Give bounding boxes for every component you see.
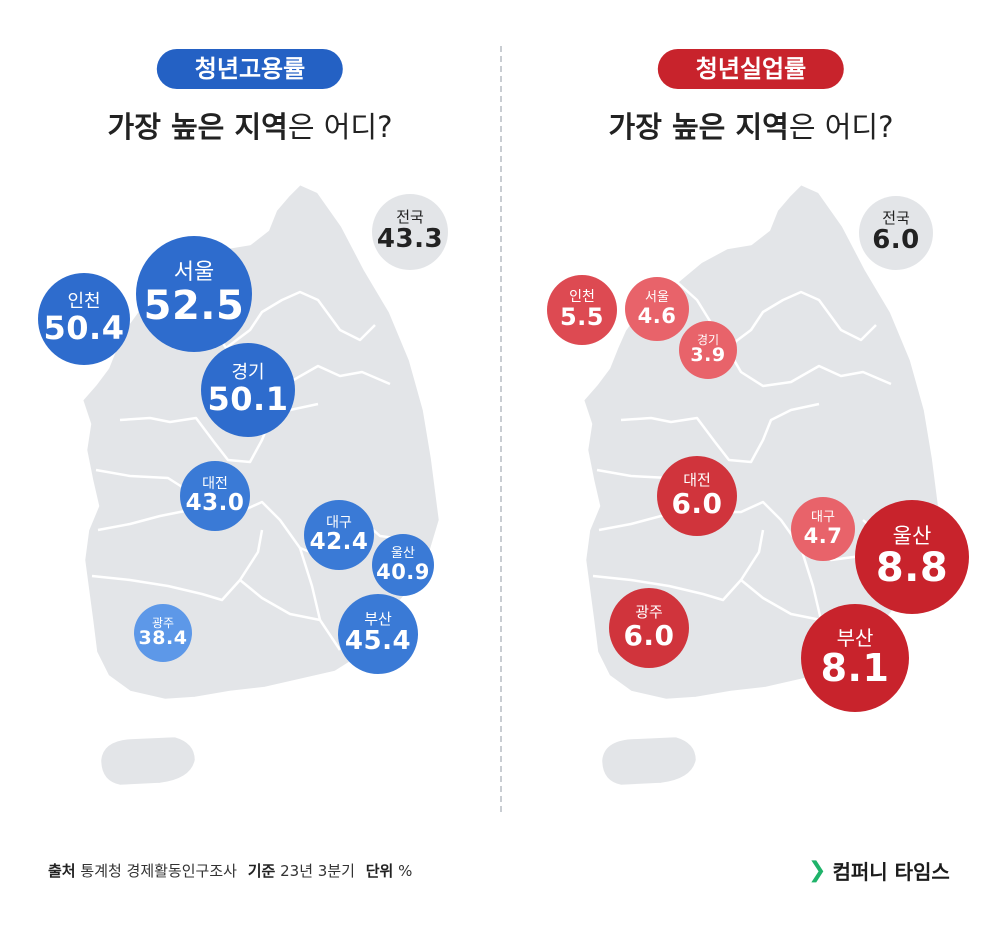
region-bubble-incheon: 인천 50.4 xyxy=(38,273,130,365)
region-name: 대구 xyxy=(326,514,352,531)
region-bubble-daejeon: 대전 6.0 xyxy=(657,456,737,536)
region-name: 부산 xyxy=(364,610,392,629)
employment-title-pill: 청년고용률 xyxy=(156,49,344,89)
national-bubble: 전국 6.0 xyxy=(859,196,933,270)
employment-subtitle: 가장 높은 지역은 어디? xyxy=(0,104,500,146)
unit-value: % xyxy=(398,862,413,880)
region-bubble-gyeonggi: 경기 50.1 xyxy=(201,343,295,437)
basis-value: 23년 3분기 xyxy=(280,862,355,880)
subtitle-rest: 은 어디? xyxy=(788,110,894,144)
region-name: 인천 xyxy=(569,289,595,306)
unemployment-panel: 청년실업률 가장 높은 지역은 어디? 전국 6.0 인천 5.5 서울 4.6… xyxy=(501,0,1001,830)
region-bubble-gwangju: 광주 6.0 xyxy=(609,588,689,668)
region-name: 대전 xyxy=(683,471,711,490)
region-value: 8.8 xyxy=(875,545,949,592)
brand-logo: ❯ 컴퍼니 타임스 xyxy=(808,856,950,885)
panel-divider xyxy=(500,46,502,812)
region-bubble-ulsan: 울산 8.8 xyxy=(855,500,969,614)
region-value: 6.0 xyxy=(872,225,920,256)
subtitle-strong: 가장 높은 지역 xyxy=(608,110,789,144)
region-bubble-daejeon: 대전 43.0 xyxy=(180,461,250,531)
region-value: 5.5 xyxy=(559,302,604,331)
region-bubble-busan: 부산 45.4 xyxy=(338,594,418,674)
unit-label: 단위 xyxy=(365,862,394,880)
region-value: 50.1 xyxy=(207,379,289,418)
region-bubble-daegu: 대구 4.7 xyxy=(791,497,855,561)
region-name: 광주 xyxy=(635,603,663,622)
employment-panel: 청년고용률 가장 높은 지역은 어디? 전국 43.3 서울 52.5 인천 5… xyxy=(0,0,500,830)
region-bubble-ulsan: 울산 40.9 xyxy=(372,534,434,596)
national-bubble: 전국 43.3 xyxy=(372,194,448,270)
region-name: 서울 xyxy=(173,260,215,286)
region-value: 4.7 xyxy=(803,523,843,548)
region-bubble-busan: 부산 8.1 xyxy=(801,604,909,712)
brand-name: 컴퍼니 타임스 xyxy=(832,860,950,884)
region-value: 45.4 xyxy=(344,626,412,657)
region-name: 서울 xyxy=(645,290,669,306)
region-value: 42.4 xyxy=(309,529,369,556)
region-value: 43.3 xyxy=(376,224,444,255)
region-name: 전국 xyxy=(882,209,910,228)
region-value: 6.0 xyxy=(623,619,675,653)
region-value: 3.9 xyxy=(690,344,726,367)
region-name: 경기 xyxy=(696,332,720,347)
region-value: 50.4 xyxy=(43,308,125,347)
source-label: 출처 xyxy=(48,862,76,880)
subtitle-rest: 은 어디? xyxy=(287,110,393,144)
region-value: 43.0 xyxy=(185,490,245,517)
region-name: 울산 xyxy=(892,523,932,548)
region-name: 대구 xyxy=(811,510,835,526)
region-name: 울산 xyxy=(391,546,415,562)
unemployment-subtitle: 가장 높은 지역은 어디? xyxy=(501,104,1001,146)
region-bubble-seoul: 서울 52.5 xyxy=(136,236,252,352)
region-value: 40.9 xyxy=(376,559,430,584)
footer-note: 출처 통계청 경제활동인구조사 기준 23년 3분기 단위 % xyxy=(48,860,418,881)
region-value: 52.5 xyxy=(143,282,245,329)
subtitle-strong: 가장 높은 지역 xyxy=(107,110,288,144)
region-name: 대전 xyxy=(202,475,228,492)
region-bubble-seoul: 서울 4.6 xyxy=(625,277,689,341)
region-name: 전국 xyxy=(396,208,424,227)
chevron-right-icon: ❯ xyxy=(808,858,827,883)
region-name: 경기 xyxy=(231,361,265,383)
region-value: 4.6 xyxy=(637,303,677,328)
unemployment-title-pill: 청년실업률 xyxy=(657,49,845,89)
region-bubble-incheon: 인천 5.5 xyxy=(547,275,617,345)
region-bubble-daegu: 대구 42.4 xyxy=(304,500,374,570)
region-name: 광주 xyxy=(151,615,175,630)
region-value: 8.1 xyxy=(820,645,890,690)
region-name: 부산 xyxy=(836,625,874,650)
basis-label: 기준 xyxy=(247,862,276,880)
region-value: 38.4 xyxy=(138,627,188,650)
region-bubble-gwangju: 광주 38.4 xyxy=(134,604,192,662)
region-name: 인천 xyxy=(67,290,101,312)
region-bubble-gyeonggi: 경기 3.9 xyxy=(679,321,737,379)
source-value: 통계청 경제활동인구조사 xyxy=(80,862,237,880)
region-value: 6.0 xyxy=(671,487,723,521)
